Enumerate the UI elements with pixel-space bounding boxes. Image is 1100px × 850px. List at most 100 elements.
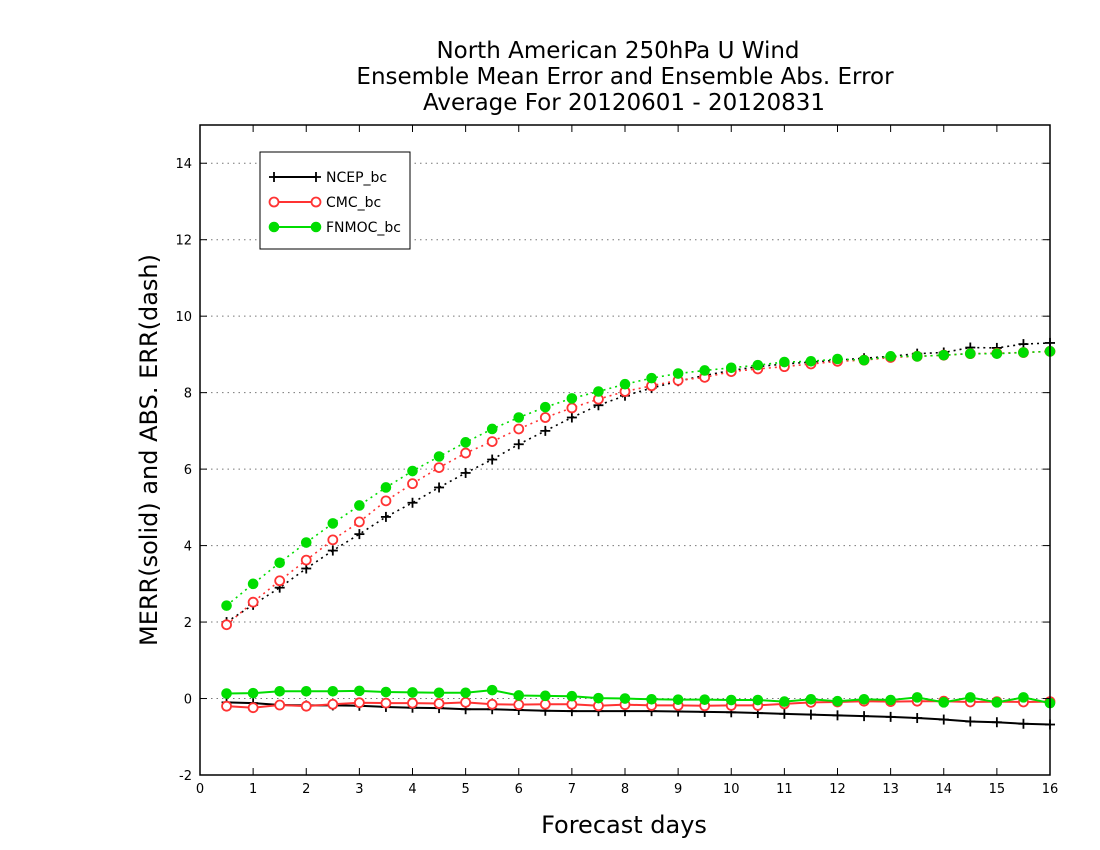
mean-error-point-ncep-bc xyxy=(991,717,1002,728)
abs-error-point-ncep-bc xyxy=(566,412,577,423)
series-cmc-bc xyxy=(221,345,1056,714)
abs-error-point-fnmoc-bc xyxy=(646,372,657,384)
abs-error-point-ncep-bc xyxy=(354,529,365,540)
abs-error-point-cmc-bc xyxy=(353,516,365,528)
abs-error-point-fnmoc-bc xyxy=(327,518,339,529)
mean-error-point-cmc-bc xyxy=(274,699,286,711)
abs-error-point-fnmoc-bc xyxy=(513,412,525,423)
legend-entry-ncep-bc: NCEP_bc xyxy=(269,170,387,186)
y-axis-label: MERR(solid) and ABS. ERR(dash) xyxy=(135,254,163,646)
plot-series xyxy=(221,337,1056,730)
x-tick-label: 3 xyxy=(355,782,363,797)
abs-error-point-ncep-bc xyxy=(513,439,524,450)
abs-error-point-cmc-bc xyxy=(486,436,498,447)
legend-marker-left-ncep-bc xyxy=(269,172,279,182)
mean-error-point-cmc-bc xyxy=(460,696,472,708)
abs-error-point-fnmoc-bc xyxy=(672,368,684,379)
series-ncep-bc xyxy=(221,337,1055,730)
abs-error-point-cmc-bc xyxy=(566,402,578,414)
x-tick-label: 7 xyxy=(568,782,576,797)
mean-error-point-fnmoc-bc xyxy=(1018,692,1029,703)
mean-error-point-fnmoc-bc xyxy=(460,687,471,699)
mean-error-point-ncep-bc xyxy=(1018,718,1029,729)
y-tick-label: 12 xyxy=(175,234,192,249)
mean-error-point-fnmoc-bc xyxy=(725,694,737,706)
mean-error-point-ncep-bc xyxy=(779,708,790,719)
abs-error-point-cmc-bc xyxy=(221,619,232,631)
mean-error-point-fnmoc-bc xyxy=(221,688,232,699)
mean-error-point-fnmoc-bc xyxy=(779,696,790,707)
abs-error-point-fnmoc-bc xyxy=(566,393,578,404)
x-tick-label: 13 xyxy=(882,782,899,797)
legend-label-fnmoc-bc: FNMOC_bc xyxy=(326,220,401,236)
legend-entries: NCEP_bc CMC_bc FNMOC_bc xyxy=(268,170,401,236)
abs-error-point-fnmoc-bc xyxy=(1018,347,1029,358)
x-tick-label: 2 xyxy=(302,782,310,797)
abs-error-point-fnmoc-bc xyxy=(965,348,976,359)
y-tick-label: 8 xyxy=(184,387,192,402)
abs-error-point-fnmoc-bc xyxy=(354,500,365,511)
abs-error-point-cmc-bc xyxy=(513,423,525,435)
legend-marker-left-cmc-bc xyxy=(268,196,280,208)
mean-error-point-fnmoc-bc xyxy=(247,687,259,699)
chart-title-line-2: Ensemble Mean Error and Ensemble Abs. Er… xyxy=(356,64,894,90)
legend-label-cmc-bc: CMC_bc xyxy=(326,195,381,211)
mean-error-point-fnmoc-bc xyxy=(380,686,392,698)
abs-error-point-ncep-bc xyxy=(460,467,471,478)
x-tick-label: 14 xyxy=(935,782,952,797)
abs-error-line-fnmoc-bc xyxy=(226,350,1051,607)
x-tick-label: 0 xyxy=(196,782,204,797)
mean-error-point-fnmoc-bc xyxy=(991,697,1003,708)
abs-error-point-fnmoc-bc xyxy=(460,437,471,448)
mean-error-point-fnmoc-bc xyxy=(486,684,498,696)
mean-error-point-ncep-bc xyxy=(832,710,843,721)
abs-error-point-fnmoc-bc xyxy=(858,354,870,366)
mean-error-point-fnmoc-bc xyxy=(540,690,551,702)
abs-error-point-fnmoc-bc xyxy=(619,378,631,390)
mean-error-point-cmc-bc xyxy=(486,698,498,710)
series-fnmoc-bc xyxy=(221,346,1056,709)
legend-marker-left-fnmoc-bc xyxy=(268,221,280,233)
abs-error-point-ncep-bc xyxy=(540,425,551,436)
mean-error-point-fnmoc-bc xyxy=(911,692,923,703)
mean-error-point-ncep-bc xyxy=(805,709,816,720)
mean-error-line-cmc-bc xyxy=(226,700,1051,709)
mean-error-point-ncep-bc xyxy=(965,716,976,727)
abs-error-point-fnmoc-bc xyxy=(540,401,551,413)
mean-error-point-cmc-bc xyxy=(300,700,312,712)
abs-error-point-fnmoc-bc xyxy=(221,600,232,611)
abs-error-point-fnmoc-bc xyxy=(752,359,764,371)
legend-marker-right-cmc-bc xyxy=(310,196,322,208)
x-tick-label: 8 xyxy=(621,782,629,797)
mean-error-point-fnmoc-bc xyxy=(327,685,339,697)
legend-marker-right-fnmoc-bc xyxy=(310,221,322,233)
mean-error-point-fnmoc-bc xyxy=(566,690,578,702)
x-tick-label: 10 xyxy=(723,782,740,797)
mean-error-point-fnmoc-bc xyxy=(646,693,657,705)
mean-error-point-fnmoc-bc xyxy=(300,685,312,697)
mean-error-point-ncep-bc xyxy=(912,713,923,724)
mean-error-point-ncep-bc xyxy=(885,711,896,722)
abs-error-point-ncep-bc xyxy=(380,511,391,522)
mean-error-point-fnmoc-bc xyxy=(354,685,365,697)
mean-error-point-fnmoc-bc xyxy=(433,687,445,699)
x-tick-label: 5 xyxy=(461,782,469,797)
abs-error-point-cmc-bc xyxy=(274,575,286,587)
abs-error-point-fnmoc-bc xyxy=(247,578,259,590)
mean-error-point-fnmoc-bc xyxy=(672,694,684,705)
abs-error-point-cmc-bc xyxy=(433,462,445,473)
x-tick-label: 11 xyxy=(776,782,793,797)
abs-error-point-cmc-bc xyxy=(460,447,472,459)
abs-error-point-fnmoc-bc xyxy=(300,537,312,548)
mean-error-point-fnmoc-bc xyxy=(965,692,976,703)
mean-error-point-fnmoc-bc xyxy=(407,687,418,698)
abs-error-point-cmc-bc xyxy=(407,478,418,490)
abs-error-point-fnmoc-bc xyxy=(593,386,604,397)
mean-error-point-fnmoc-bc xyxy=(699,694,710,705)
x-tick-label: 12 xyxy=(829,782,846,797)
abs-error-point-fnmoc-bc xyxy=(885,351,896,362)
mean-error-point-ncep-bc xyxy=(938,714,949,725)
mean-error-point-cmc-bc xyxy=(433,698,445,709)
abs-error-point-cmc-bc xyxy=(327,534,339,546)
